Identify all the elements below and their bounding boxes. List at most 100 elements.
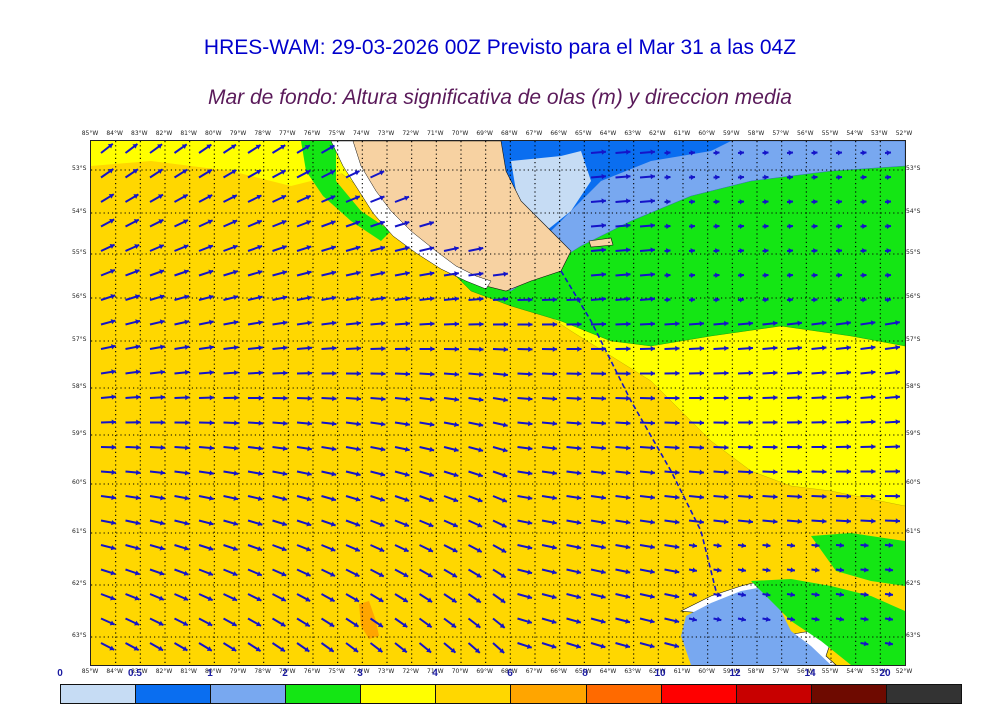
wave-direction-arrow bbox=[590, 247, 607, 253]
wave-direction-arrow bbox=[615, 370, 631, 377]
longitude-label: 75°W bbox=[328, 668, 345, 675]
wave-direction-arrow bbox=[566, 519, 582, 526]
wave-direction-arrow bbox=[884, 174, 892, 181]
wave-direction-arrow bbox=[100, 419, 117, 425]
wave-direction-arrow bbox=[419, 321, 435, 327]
longitude-label: 53°W bbox=[871, 130, 888, 137]
wave-direction-arrow bbox=[100, 544, 116, 551]
wave-direction-arrow bbox=[492, 495, 508, 503]
wave-direction-arrow bbox=[615, 173, 631, 180]
wave-direction-arrow bbox=[762, 494, 778, 500]
wave-direction-arrow bbox=[443, 321, 460, 327]
wave-direction-arrow bbox=[272, 495, 288, 502]
wave-direction-arrow bbox=[296, 519, 312, 527]
latitude-label: 61°S bbox=[72, 528, 87, 535]
wave-direction-arrow bbox=[688, 616, 698, 622]
wave-direction-arrow bbox=[272, 593, 287, 602]
wave-direction-arrow bbox=[664, 272, 671, 279]
wave-direction-arrow bbox=[737, 419, 754, 426]
wave-direction-arrow bbox=[222, 143, 237, 154]
wave-direction-arrow bbox=[835, 444, 852, 450]
wave-direction-arrow bbox=[272, 194, 287, 203]
wave-direction-arrow bbox=[345, 295, 361, 301]
wave-direction-arrow bbox=[321, 470, 337, 477]
wave-direction-arrow bbox=[713, 444, 729, 451]
wave-direction-arrow bbox=[198, 143, 212, 154]
wave-direction-arrow bbox=[468, 396, 484, 403]
wave-direction-arrow bbox=[786, 394, 803, 401]
longitude-label: 62°W bbox=[649, 668, 666, 675]
latitude-label: 58°S bbox=[72, 383, 87, 390]
wave-direction-arrow bbox=[124, 143, 139, 154]
wave-direction-arrow bbox=[247, 593, 262, 602]
wave-direction-arrow bbox=[713, 199, 720, 205]
wave-direction-arrow bbox=[174, 445, 190, 451]
wave-direction-arrow bbox=[590, 149, 607, 155]
wave-direction-arrow bbox=[884, 297, 892, 303]
wave-direction-arrow bbox=[664, 248, 671, 254]
latitude-label: 55°S bbox=[906, 249, 921, 256]
wave-direction-arrow bbox=[884, 542, 894, 548]
wave-direction-arrow bbox=[884, 616, 894, 622]
wave-direction-arrow bbox=[590, 271, 607, 278]
wave-direction-arrow bbox=[590, 420, 607, 426]
longitude-label: 77°W bbox=[279, 668, 296, 675]
wave-direction-arrow bbox=[394, 195, 410, 203]
wave-direction-arrow bbox=[762, 297, 769, 303]
wave-direction-arrow bbox=[615, 544, 631, 550]
wave-direction-arrow bbox=[664, 469, 680, 476]
wave-direction-arrow bbox=[688, 444, 705, 451]
wave-direction-arrow bbox=[566, 321, 582, 327]
wave-direction-arrow bbox=[737, 616, 747, 622]
wave-direction-arrows bbox=[100, 142, 901, 654]
wave-direction-arrow bbox=[370, 421, 386, 427]
wave-direction-arrow bbox=[174, 344, 190, 350]
wave-direction-arrow bbox=[615, 568, 631, 575]
longitude-label: 72°W bbox=[402, 668, 419, 675]
wave-direction-arrow bbox=[223, 294, 239, 301]
wave-direction-arrow bbox=[860, 518, 876, 524]
wave-direction-arrow bbox=[125, 568, 141, 576]
wave-direction-arrow bbox=[860, 320, 876, 326]
wave-direction-arrow bbox=[860, 493, 876, 499]
wave-direction-arrow bbox=[566, 568, 582, 575]
field-3-4m-west bbox=[91, 141, 351, 186]
wave-direction-arrow bbox=[394, 568, 409, 578]
wave-direction-arrow bbox=[713, 519, 729, 525]
colorbar-tick-label: 10 bbox=[654, 668, 666, 679]
wave-direction-arrow bbox=[639, 346, 656, 352]
wave-direction-arrow bbox=[223, 544, 239, 552]
wave-direction-arrow bbox=[884, 640, 894, 647]
wave-direction-arrow bbox=[149, 444, 166, 451]
wave-direction-arrow bbox=[786, 616, 796, 622]
wave-direction-arrow bbox=[125, 444, 141, 451]
wave-direction-arrow bbox=[321, 446, 337, 452]
wave-direction-arrow bbox=[272, 395, 288, 401]
wave-direction-arrow bbox=[664, 345, 680, 352]
wave-direction-arrow bbox=[639, 568, 655, 575]
wave-direction-arrow bbox=[884, 419, 901, 425]
wave-direction-arrow bbox=[737, 272, 745, 279]
wave-direction-arrow bbox=[467, 568, 482, 579]
wave-direction-arrow bbox=[713, 469, 729, 475]
wave-direction-arrow bbox=[884, 248, 892, 254]
wave-direction-arrow bbox=[468, 271, 484, 277]
wave-direction-arrow bbox=[835, 567, 845, 573]
wave-direction-arrow bbox=[419, 371, 435, 377]
wave-direction-arrow bbox=[664, 617, 680, 624]
wave-direction-arrow bbox=[762, 542, 771, 549]
wave-direction-arrow bbox=[566, 642, 582, 649]
wave-direction-arrow bbox=[223, 319, 239, 326]
longitude-label: 77°W bbox=[279, 130, 296, 137]
wave-direction-arrow bbox=[566, 593, 582, 600]
wave-direction-arrow bbox=[517, 495, 533, 501]
wave-direction-arrow bbox=[566, 420, 582, 427]
wave-direction-arrow bbox=[590, 593, 606, 600]
wave-direction-arrow bbox=[639, 593, 655, 599]
wave-direction-arrow bbox=[125, 319, 141, 326]
wave-direction-arrow bbox=[419, 245, 435, 252]
wave-direction-arrow bbox=[394, 220, 410, 228]
wave-direction-arrow bbox=[443, 296, 460, 302]
wave-direction-arrow bbox=[198, 395, 215, 401]
wave-direction-arrow bbox=[247, 194, 262, 203]
